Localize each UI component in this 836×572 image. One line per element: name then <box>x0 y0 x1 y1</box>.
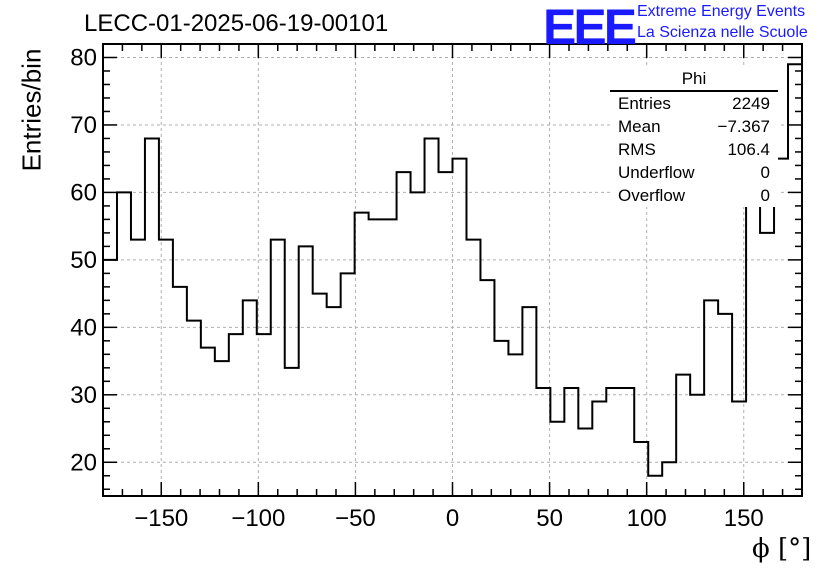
histogram-bin <box>117 192 131 496</box>
histogram-bin <box>788 64 802 496</box>
y-axis-label: Entries/bin <box>16 48 47 172</box>
histogram-bin <box>327 307 341 496</box>
histogram-bin <box>676 375 690 496</box>
x-tick-label: 100 <box>627 505 667 532</box>
histogram-bin <box>187 321 201 496</box>
run-title: LECC-01-2025-06-19-00101 <box>84 10 389 37</box>
histogram-bin <box>564 388 578 496</box>
stats-label: RMS <box>618 140 656 159</box>
x-tick-label: 50 <box>536 505 563 532</box>
y-tick-label: 80 <box>70 44 97 71</box>
histogram-bin <box>439 172 453 496</box>
histogram-bin <box>131 240 145 496</box>
x-tick-label: −50 <box>335 505 376 532</box>
y-tick-label: 30 <box>70 382 97 409</box>
brand-line-2: La Scienza nelle Scuole <box>637 24 808 41</box>
stats-row-entries: Entries 2249 <box>610 92 778 115</box>
histogram-bin <box>173 287 187 496</box>
histogram-bin <box>243 300 257 496</box>
histogram-bin <box>522 307 536 496</box>
histogram-bin <box>662 462 676 496</box>
y-tick-label: 40 <box>70 314 97 341</box>
stats-box: Phi Entries 2249 Mean −7.367 RMS 106.4 U… <box>610 68 778 207</box>
histogram-bin <box>690 395 704 496</box>
histogram-bin <box>718 314 732 496</box>
histogram-bin <box>369 219 383 496</box>
histogram-bin <box>215 361 229 496</box>
stats-row-mean: Mean −7.367 <box>610 115 778 138</box>
stats-value: −7.367 <box>717 117 770 136</box>
stats-label: Mean <box>618 117 661 136</box>
x-tick-label: 0 <box>446 505 459 532</box>
x-axis-label: ϕ [°] <box>752 534 812 564</box>
histogram-bin <box>411 192 425 496</box>
histogram-bin <box>508 354 522 496</box>
histogram-bin <box>648 476 662 496</box>
histogram-bin <box>466 240 480 496</box>
y-tick-label: 20 <box>70 449 97 476</box>
stats-value: 2249 <box>732 94 770 113</box>
grid-lines <box>103 44 802 496</box>
histogram-bin <box>341 273 355 496</box>
histogram-bin <box>425 138 439 496</box>
y-tick-label: 70 <box>70 112 97 139</box>
stats-label: Underflow <box>618 163 695 182</box>
stats-value: 0 <box>760 186 770 205</box>
histogram-bin <box>480 280 494 496</box>
histogram-bin <box>229 334 243 496</box>
histogram-bin <box>355 213 369 496</box>
histogram-bin <box>257 334 271 496</box>
histogram-bin <box>704 300 718 496</box>
x-tick-label: −150 <box>134 505 188 532</box>
histogram-bin <box>285 368 299 496</box>
stats-value: 106.4 <box>727 140 770 159</box>
histogram-bin <box>606 388 620 496</box>
histogram-bin <box>760 233 774 496</box>
plot-frame <box>102 43 803 497</box>
histogram-bin <box>201 348 215 496</box>
x-tick-label: −100 <box>231 505 285 532</box>
eee-logo: EEE <box>543 0 637 55</box>
stats-title: Phi <box>610 68 778 92</box>
stats-label: Overflow <box>618 186 686 205</box>
histogram-bin <box>536 388 550 496</box>
x-tick-label: 150 <box>724 505 764 532</box>
histogram-series-line <box>103 63 802 477</box>
histogram-bin <box>746 172 760 496</box>
stats-row-underflow: Underflow 0 <box>610 161 778 184</box>
stats-value: 0 <box>760 163 770 182</box>
histogram-bin <box>494 341 508 496</box>
histogram-bin <box>103 260 117 496</box>
stats-row-overflow: Overflow 0 <box>610 184 778 207</box>
histogram-bin <box>550 422 564 496</box>
stats-row-rms: RMS 106.4 <box>610 138 778 161</box>
axes: −150 −100 −50 0 50 100 150 20 30 40 50 60 70 80 <box>70 43 803 532</box>
histogram-bin <box>271 240 285 496</box>
brand-line-1: Extreme Energy Events <box>637 3 806 20</box>
y-tick-label: 60 <box>70 179 97 206</box>
y-tick-label: 50 <box>70 247 97 274</box>
stats-label: Entries <box>618 94 671 113</box>
histogram-bin <box>383 219 397 496</box>
histogram-bin <box>397 172 411 496</box>
histogram-bin <box>299 246 313 496</box>
histogram-bin <box>620 388 634 496</box>
histogram-bin <box>592 402 606 496</box>
